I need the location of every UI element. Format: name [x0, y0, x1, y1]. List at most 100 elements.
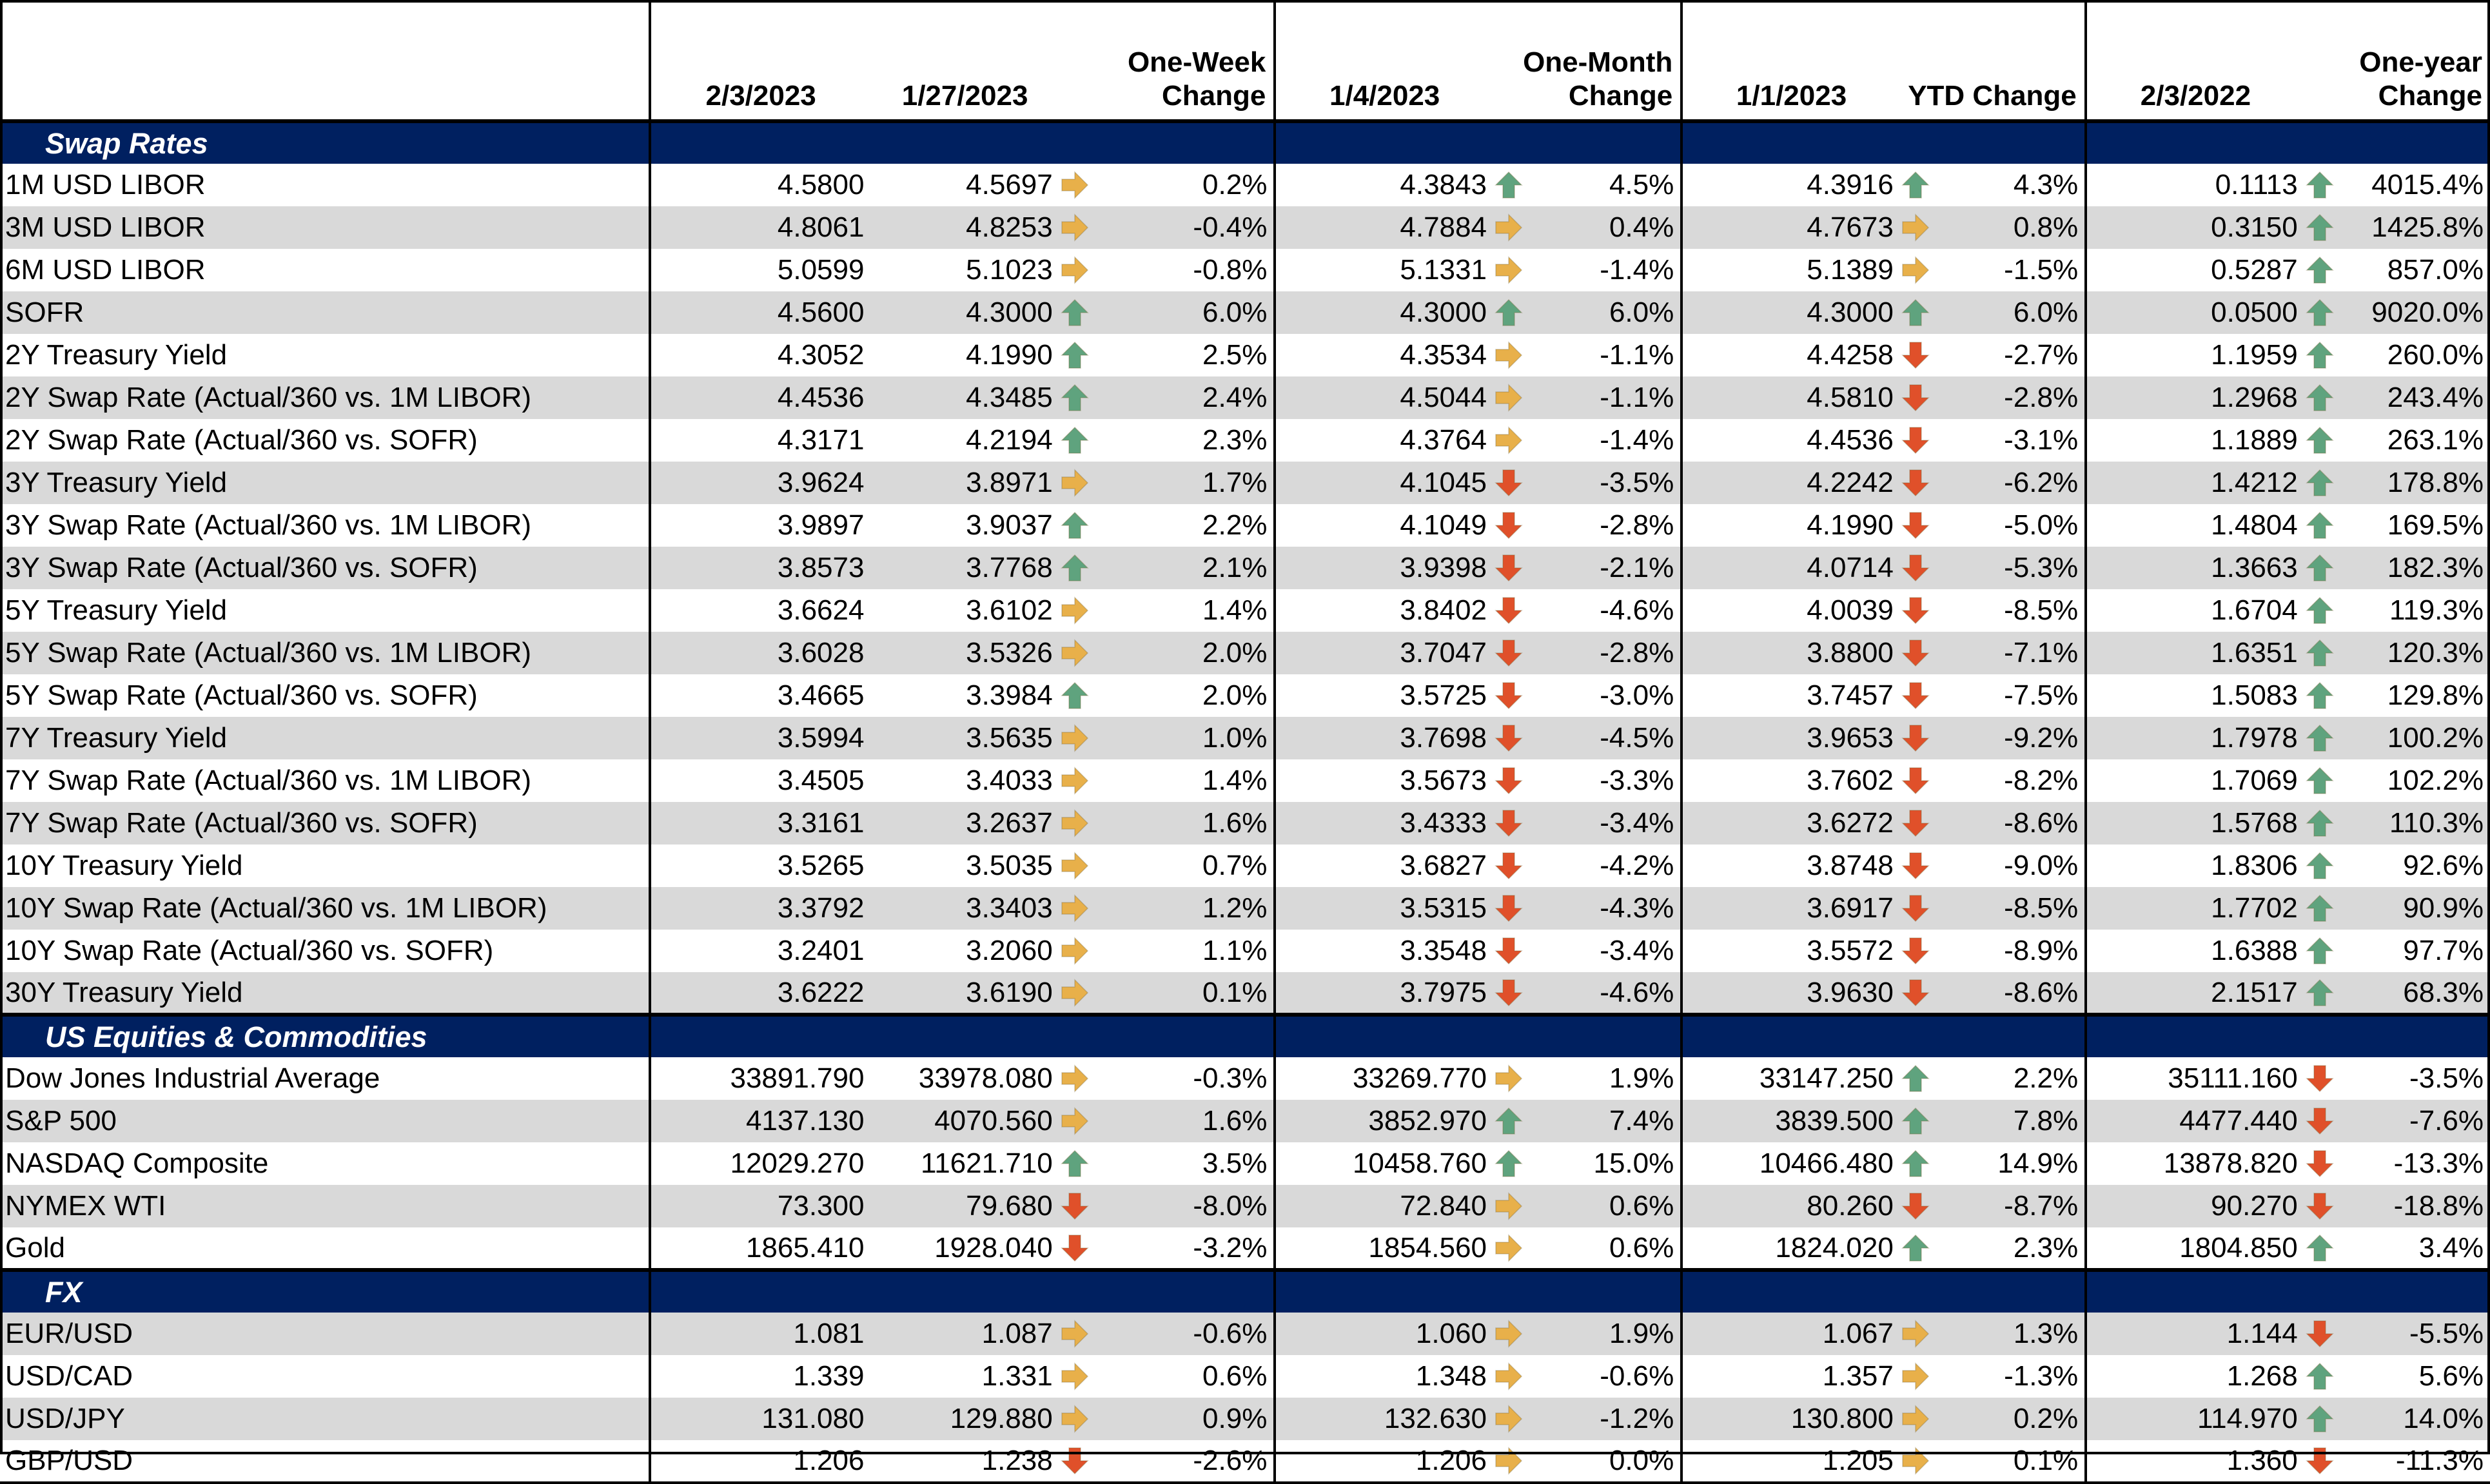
change-one-month: -4.6% — [1600, 594, 1674, 626]
row-label: 1M USD LIBOR — [5, 169, 206, 200]
section-header-cell — [1059, 1268, 1092, 1313]
value-year-start: 1.357 — [1680, 1355, 1900, 1398]
change-ytd: -8.2% — [2004, 765, 2079, 796]
change-ytd: 14.9% — [1997, 1147, 2079, 1179]
change-one-month: 0.4% — [1525, 206, 1682, 249]
value-year-ago: 0.1113 — [2084, 164, 2304, 206]
change-one-week: 2.0% — [1202, 679, 1268, 711]
change-one-month: -0.6% — [1600, 1360, 1674, 1392]
ytd-trend-icon — [1900, 589, 1932, 632]
section-header-cell — [2084, 1268, 2304, 1313]
ytd-trend-icon — [1899, 1100, 1933, 1142]
year-trend-icon — [2304, 972, 2337, 1015]
row-label: 7Y Swap Rate (Actual/360 vs. SOFR) — [0, 802, 650, 845]
ytd-trend-icon — [1900, 930, 1932, 972]
value-year-start: 4.4536 — [1680, 419, 1900, 462]
change-ytd: -2.8% — [1932, 376, 2086, 419]
value-year-start: 1.067 — [1680, 1313, 1900, 1355]
value-month-ago: 33269.770 — [1273, 1057, 1493, 1100]
change-one-year: 119.3% — [2389, 594, 2484, 626]
value-month-ago: 3.7047 — [1273, 632, 1493, 674]
row-label: USD/CAD — [5, 1360, 133, 1392]
section-header-cell — [1059, 1013, 1092, 1057]
change-one-year: 857.0% — [2387, 254, 2484, 286]
row-label: NYMEX WTI — [0, 1185, 650, 1227]
value-current: 3.9897 — [648, 504, 871, 547]
section-header-cell — [1525, 1013, 1682, 1057]
change-ytd: -9.0% — [2004, 850, 2079, 881]
section-header-cell — [870, 119, 1059, 164]
value-current: 3.5994 — [648, 717, 871, 759]
change-ytd: -8.9% — [2004, 935, 2079, 966]
month-trend-icon — [1493, 291, 1526, 334]
year-trend-icon — [2304, 547, 2337, 589]
year-trend-icon — [2304, 845, 2337, 887]
value-month-ago: 1.348 — [1273, 1355, 1493, 1398]
month-trend-icon — [1493, 1227, 1525, 1270]
year-trend-icon — [2304, 1355, 2337, 1398]
row-label: 3Y Treasury Yield — [0, 462, 650, 504]
month-trend-icon — [1493, 1440, 1526, 1484]
value-year-start: 3.7457 — [1680, 674, 1900, 717]
month-trend-icon — [1493, 334, 1525, 376]
section-header-cell — [1092, 1013, 1275, 1057]
ytd-trend-icon — [1899, 1185, 1933, 1227]
section-header-cell — [1899, 119, 1933, 164]
year-trend-icon — [2304, 1100, 2337, 1142]
value-week-ago: 79.680 — [870, 1185, 1059, 1227]
change-one-month: 0.0% — [1525, 1440, 1682, 1484]
value-current: 4.5600 — [648, 291, 871, 334]
header-date-year-start: 1/1/2023 — [1680, 0, 1900, 121]
change-one-year: 3.4% — [2418, 1231, 2484, 1264]
table-row: 7Y Swap Rate (Actual/360 vs. 1M LIBOR) 3.… — [0, 759, 2490, 802]
year-trend-icon — [2304, 1440, 2337, 1484]
table-row: 2Y Swap Rate (Actual/360 vs. SOFR) 4.3171… — [0, 419, 2490, 462]
change-one-month: -2.1% — [1525, 547, 1682, 589]
year-trend-icon — [2304, 802, 2337, 845]
value-month-ago: 10458.760 — [1273, 1142, 1493, 1185]
change-one-month: 1.9% — [1609, 1062, 1674, 1094]
value-week-ago: 3.6190 — [870, 972, 1059, 1015]
value-current: 1.206 — [648, 1440, 871, 1484]
value-year-ago: 1.7978 — [2084, 717, 2304, 759]
value-current: 12029.270 — [648, 1142, 871, 1185]
value-year-ago: 90.270 — [2084, 1185, 2304, 1227]
value-year-start: 3.7602 — [1680, 759, 1900, 802]
change-one-year: 97.7% — [2403, 935, 2484, 966]
change-one-month: 1.9% — [1525, 1313, 1682, 1355]
value-year-ago: 114.970 — [2084, 1398, 2304, 1440]
section-header-row: US Equities & Commodities — [0, 1013, 2490, 1057]
ytd-trend-icon — [1900, 164, 1932, 206]
value-week-ago: 1928.040 — [934, 1231, 1053, 1264]
month-trend-icon — [1493, 887, 1526, 930]
change-ytd: 6.0% — [1932, 291, 2086, 334]
change-one-year: -18.8% — [2337, 1185, 2490, 1227]
section-header-cell — [1899, 1268, 1933, 1313]
section-header-cell — [1092, 1268, 1275, 1313]
value-current: 4137.130 — [648, 1100, 871, 1142]
value-year-start: 4.2242 — [1680, 462, 1900, 504]
value-week-ago: 4.3485 — [870, 376, 1059, 419]
change-one-year: 263.1% — [2387, 424, 2484, 456]
year-trend-icon — [2304, 717, 2337, 759]
value-month-ago: 1854.560 — [1273, 1227, 1493, 1270]
week-trend-icon — [1059, 249, 1092, 291]
row-label: 10Y Swap Rate (Actual/360 vs. SOFR) — [5, 935, 494, 966]
ytd-trend-icon — [1900, 674, 1932, 717]
change-one-month: 4.5% — [1609, 169, 1674, 200]
section-header-cell — [870, 1013, 1059, 1057]
change-one-year: 9020.0% — [2337, 291, 2490, 334]
month-trend-icon — [1493, 376, 1526, 419]
week-trend-icon — [1059, 1313, 1092, 1355]
value-current: 4.4536 — [648, 376, 871, 419]
table-row: NYMEX WTI 73.300 79.680 -8.0% 72.840 0.6% 80.2… — [0, 1185, 2490, 1227]
year-trend-icon — [2304, 887, 2337, 930]
value-current: 3.5265 — [648, 845, 871, 887]
ytd-trend-icon — [1899, 1440, 1933, 1484]
change-one-week: 1.2% — [1092, 887, 1275, 930]
value-week-ago: 4.1990 — [966, 339, 1053, 371]
section-header-cell — [648, 119, 871, 164]
ytd-trend-icon — [1899, 1313, 1933, 1355]
section-header-row: FX — [0, 1268, 2490, 1313]
week-trend-icon — [1059, 972, 1092, 1015]
